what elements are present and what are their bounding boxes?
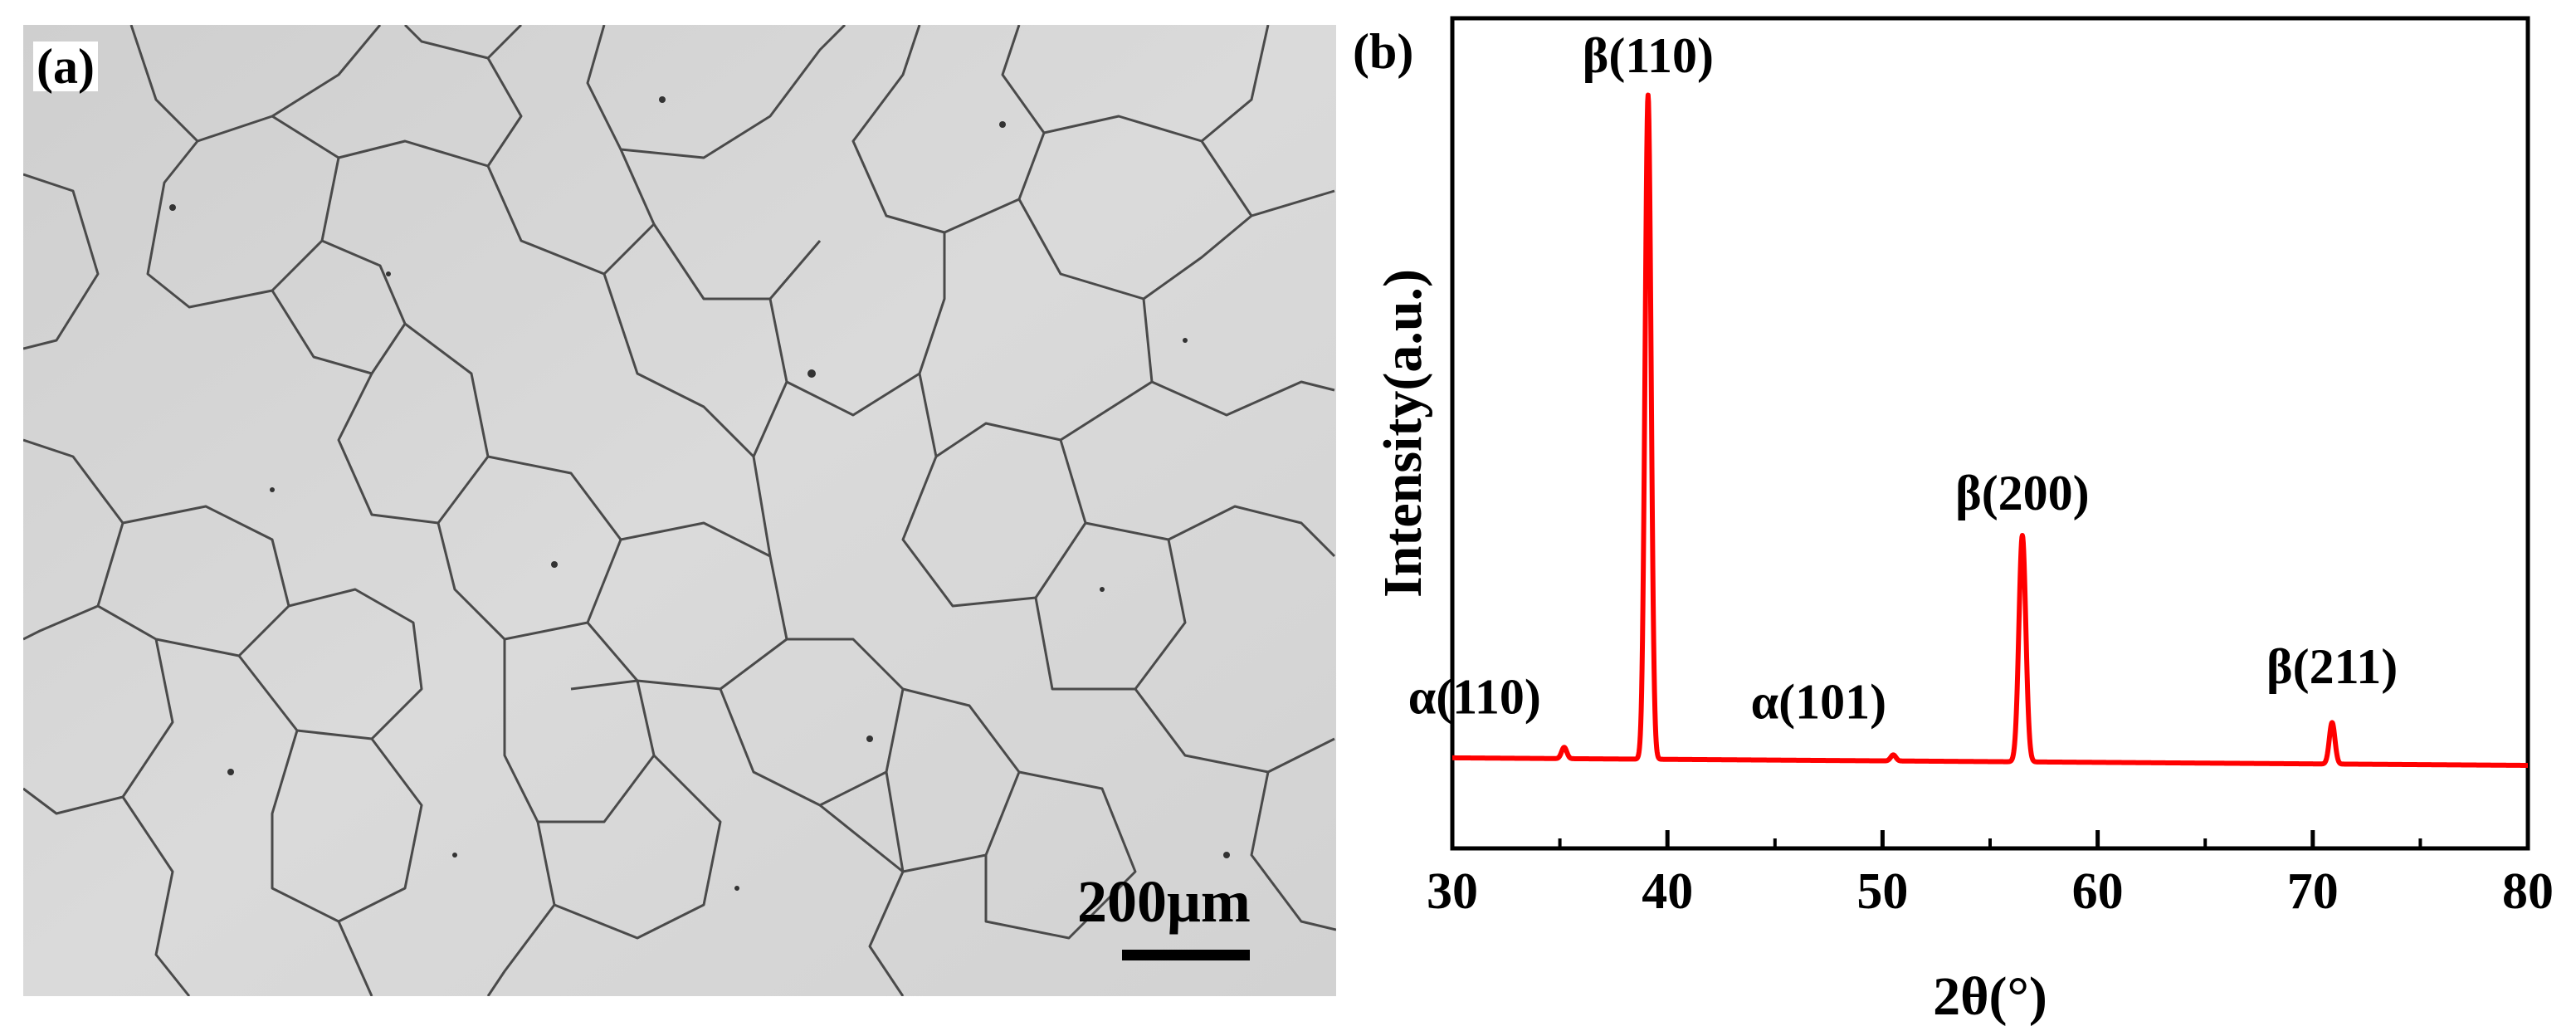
x-tick-label: 40 <box>1642 863 1693 920</box>
x-axis-ticks <box>1450 830 2530 848</box>
panel-b-label: (b) <box>1353 24 1414 79</box>
x-tick-label: 70 <box>2287 863 2339 920</box>
peak-label: β(200) <box>1955 466 2090 520</box>
peak-labels: α(110) β(110) α(101) β(200) β(211) <box>1408 28 2398 730</box>
y-axis-label: Intensity(a.u.) <box>1373 269 1433 598</box>
peak-label: α(101) <box>1751 675 1886 730</box>
x-tick-label: 50 <box>1856 863 1908 920</box>
peak-label: α(110) <box>1408 669 1541 724</box>
x-axis-tick-labels: 30 40 50 60 70 80 <box>1427 863 2554 920</box>
x-tick-label: 80 <box>2502 863 2554 920</box>
scale-bar <box>1122 950 1250 960</box>
plot-frame <box>1450 16 2530 851</box>
x-axis-label: 2θ(°) <box>1933 966 2047 1027</box>
peak-label: β(211) <box>2266 639 2398 694</box>
scale-bar-label: 200μm <box>1077 868 1251 935</box>
peak-label: β(110) <box>1583 28 1714 83</box>
panel-a-label: (a) <box>33 42 98 91</box>
x-tick-label: 60 <box>2072 863 2124 920</box>
x-tick-label: 30 <box>1427 863 1478 920</box>
series-line <box>1450 92 2530 768</box>
grain-boundaries <box>23 25 1336 996</box>
micrograph-panel <box>23 25 1336 996</box>
micrograph-image <box>23 25 1336 996</box>
micrograph-inclusions <box>169 96 1230 891</box>
